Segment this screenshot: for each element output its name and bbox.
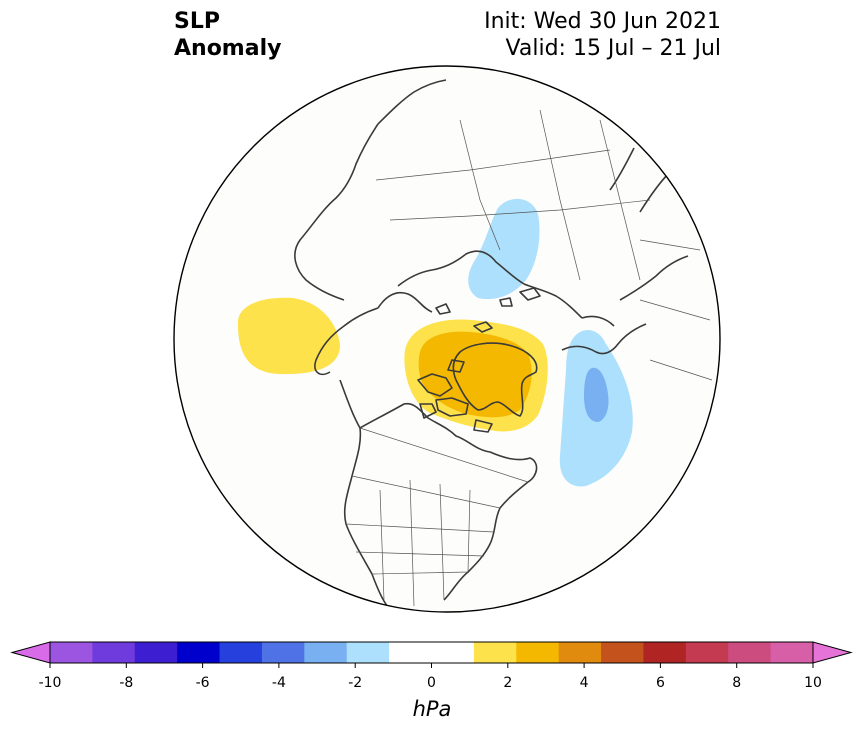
colorbar-segment — [516, 642, 560, 663]
colorbar-segment — [219, 642, 263, 663]
colorbar-segment — [473, 642, 517, 663]
greenland-coast — [452, 342, 538, 417]
colorbar-tick-label: 8 — [732, 675, 741, 691]
colorbar-segment — [134, 642, 178, 663]
borders — [345, 109, 713, 607]
alaska-coast — [314, 292, 433, 376]
north-america-coast — [339, 379, 538, 612]
colorbar-tick-label: -2 — [348, 675, 362, 691]
colorbar-tick-label: -4 — [272, 675, 286, 691]
anomaly-fills — [237, 198, 633, 487]
siberia-coast — [294, 79, 447, 301]
colorbar-ticks: -10 -8 -6 -4 -2 0 2 4 6 8 10 — [39, 663, 822, 691]
pacific-positive-anomaly — [237, 297, 340, 375]
siberia-negative-anomaly — [468, 198, 540, 300]
init-date: Init: Wed 30 Jun 2021 — [484, 9, 721, 34]
colorbar-segment — [770, 642, 814, 663]
title-line-1: SLP — [174, 9, 220, 34]
colorbar-tick-label: -8 — [119, 675, 133, 691]
colorbar-segment — [346, 642, 390, 663]
colorbar-segment — [50, 642, 93, 663]
eurasia-borders — [375, 109, 713, 381]
colorbar-tick-label: 2 — [503, 675, 512, 691]
eurasia-arctic-coast — [397, 250, 583, 319]
colorbar-segment — [601, 642, 645, 663]
colorbar-segment — [431, 642, 475, 663]
polar-map — [173, 65, 721, 613]
colorbar-tick-label: -6 — [196, 675, 210, 691]
map-boundary — [173, 65, 721, 613]
europe-coast — [561, 147, 689, 355]
coastlines — [294, 79, 689, 612]
colorbar-segment — [728, 642, 772, 663]
colorbar-label: hPa — [413, 697, 452, 721]
colorbar-segment — [261, 642, 305, 663]
colorbar-segment — [92, 642, 136, 663]
colorbar-tick-label: 4 — [580, 675, 589, 691]
colorbar-extend-high — [812, 641, 853, 664]
us-state-borders — [345, 427, 529, 607]
colorbar-tick-label: 0 — [427, 675, 436, 691]
colorbar-segment — [558, 642, 602, 663]
greenland-inner-anomaly — [418, 331, 532, 418]
title-line-2: Anomaly — [174, 36, 282, 61]
colorbar-tick-label: 10 — [804, 675, 822, 691]
forecast-dates: Init: Wed 30 Jun 2021 Valid: 15 Jul – 21… — [484, 8, 721, 62]
colorbar-segment — [643, 642, 687, 663]
colorbar: -10 -8 -6 -4 -2 0 2 4 6 8 10 hPa — [10, 641, 853, 721]
colorbar-segment — [389, 642, 433, 663]
valid-date: Valid: 15 Jul – 21 Jul — [505, 36, 721, 61]
arctic-islands-coast — [435, 287, 541, 333]
colorbar-tick-label: -10 — [39, 675, 62, 691]
colorbar-tick-label: 6 — [656, 675, 665, 691]
colorbar-extend-low — [10, 641, 51, 664]
map-title: SLP Anomaly — [174, 8, 281, 62]
colorbar-segment — [304, 642, 348, 663]
colorbar-segments — [50, 642, 814, 663]
arctic-archipelago-coast — [417, 359, 493, 433]
colorbar-segment — [177, 642, 221, 663]
colorbar-segment — [685, 642, 729, 663]
europe-negative-core — [584, 367, 609, 422]
